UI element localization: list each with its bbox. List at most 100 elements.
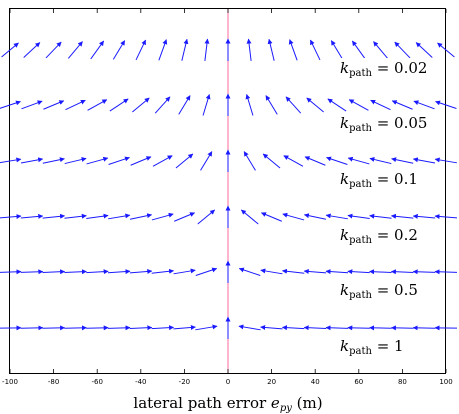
vector-arrow	[394, 41, 411, 59]
k-path-label-background	[336, 58, 440, 80]
vector-arrow	[108, 156, 130, 165]
vector-arrow	[0, 269, 22, 275]
vector-arrow	[243, 151, 256, 171]
vector-arrow	[174, 212, 196, 222]
vector-arrow	[391, 157, 414, 164]
vector-arrow	[303, 325, 327, 331]
vector-arrow	[90, 40, 105, 60]
vector-arrow	[86, 156, 109, 165]
vector-arrow	[281, 325, 305, 331]
vector-arrow	[434, 213, 458, 219]
k-path-label-background	[336, 169, 440, 191]
vector-arrow	[178, 95, 191, 115]
vector-arrow	[369, 157, 392, 165]
vector-arrow	[112, 40, 126, 60]
vector-arrow	[64, 325, 87, 331]
vector-arrow	[158, 39, 168, 61]
vector-arrow	[195, 267, 218, 276]
vector-arrow	[129, 325, 153, 331]
vector-arrow	[42, 213, 66, 219]
vector-arrow	[151, 325, 175, 331]
vector-arrow	[412, 213, 436, 219]
vector-arrow	[330, 40, 344, 60]
vector-arrow	[21, 100, 43, 110]
vector-arrow	[351, 40, 366, 60]
vector-arrow	[347, 325, 370, 331]
k-path-labels: kpath = 0.02 kpath = 0.05 kpath = 0.1 kpath…	[336, 58, 440, 358]
vector-arrow	[200, 151, 213, 171]
x-tick-label: -40	[135, 378, 146, 386]
vector-arrow	[390, 213, 414, 219]
vector-arrow	[413, 100, 435, 110]
vector-arrow	[325, 325, 349, 331]
vector-arrow	[373, 41, 389, 59]
vector-arrow	[285, 96, 302, 114]
vector-arrow	[369, 213, 392, 219]
vector-arrow	[309, 39, 321, 61]
vector-arrow	[86, 269, 109, 275]
vector-arrow	[415, 42, 433, 58]
x-tick-label: 40	[311, 378, 320, 386]
vector-arrow	[20, 213, 44, 219]
vector-arrow	[281, 268, 305, 274]
vector-arrow	[303, 268, 327, 274]
x-axis-ticks: -100 -80 -60 -40 -20 0 20 40 60 80 100	[2, 9, 453, 386]
vector-arrow	[282, 212, 305, 221]
vector-arrow	[327, 98, 347, 112]
vector-arrow	[306, 97, 324, 113]
vector-arrow	[347, 156, 370, 165]
vector-arrow	[326, 156, 348, 165]
vector-arrow	[181, 38, 189, 61]
x-tick-label: -100	[2, 378, 18, 386]
k-path-label-background	[336, 225, 440, 247]
x-tick-label: 60	[354, 378, 363, 386]
vector-arrow	[0, 100, 21, 109]
k-path-label: kpath = 0.2	[340, 226, 418, 246]
vector-arrow	[204, 38, 210, 61]
x-tick-label: 100	[439, 378, 452, 386]
vector-arrow	[129, 213, 153, 220]
vector-arrow	[1, 42, 19, 58]
vector-arrow	[238, 267, 261, 276]
vector-arrow	[173, 268, 196, 275]
vector-arrow	[262, 153, 281, 169]
vector-arrow	[107, 325, 131, 331]
vector-arrow	[132, 97, 150, 113]
x-tick-label: 0	[226, 378, 230, 386]
vector-arrow	[45, 41, 62, 59]
vector-arrow	[369, 269, 392, 275]
k-path-label: kpath = 0.1	[340, 170, 418, 190]
vector-arrow	[195, 324, 218, 331]
vector-arrow	[20, 157, 44, 164]
vector-arrow	[173, 324, 196, 330]
vector-arrow	[437, 42, 455, 58]
vector-arrows	[0, 38, 458, 339]
vector-arrow	[130, 156, 152, 166]
x-tick-label: -20	[179, 378, 190, 386]
x-tick-label: 80	[398, 378, 407, 386]
k-path-label: kpath = 0.02	[340, 59, 427, 79]
vector-arrow	[67, 41, 83, 59]
x-tick-label: -60	[91, 378, 102, 386]
vector-arrow	[390, 269, 414, 275]
x-tick-label: -80	[48, 378, 59, 386]
k-path-label-background	[336, 280, 440, 302]
vector-arrow	[20, 269, 44, 275]
vector-arrow	[64, 213, 87, 219]
vector-arrow	[348, 99, 369, 111]
vector-arrow	[347, 269, 370, 275]
vector-arrow	[265, 95, 278, 115]
vector-arrow	[260, 268, 283, 275]
vector-arrow	[0, 213, 22, 219]
vector-arrow	[267, 38, 275, 61]
vector-arrow	[197, 209, 216, 225]
vector-arrow	[108, 213, 131, 220]
vector-arrow	[151, 268, 175, 274]
vector-arrow	[109, 98, 129, 112]
vector-arrow	[435, 100, 457, 109]
vector-arrow	[304, 156, 326, 166]
vector-arrow	[325, 269, 349, 275]
vector-arrow	[347, 213, 370, 220]
vector-arrow	[154, 96, 171, 114]
